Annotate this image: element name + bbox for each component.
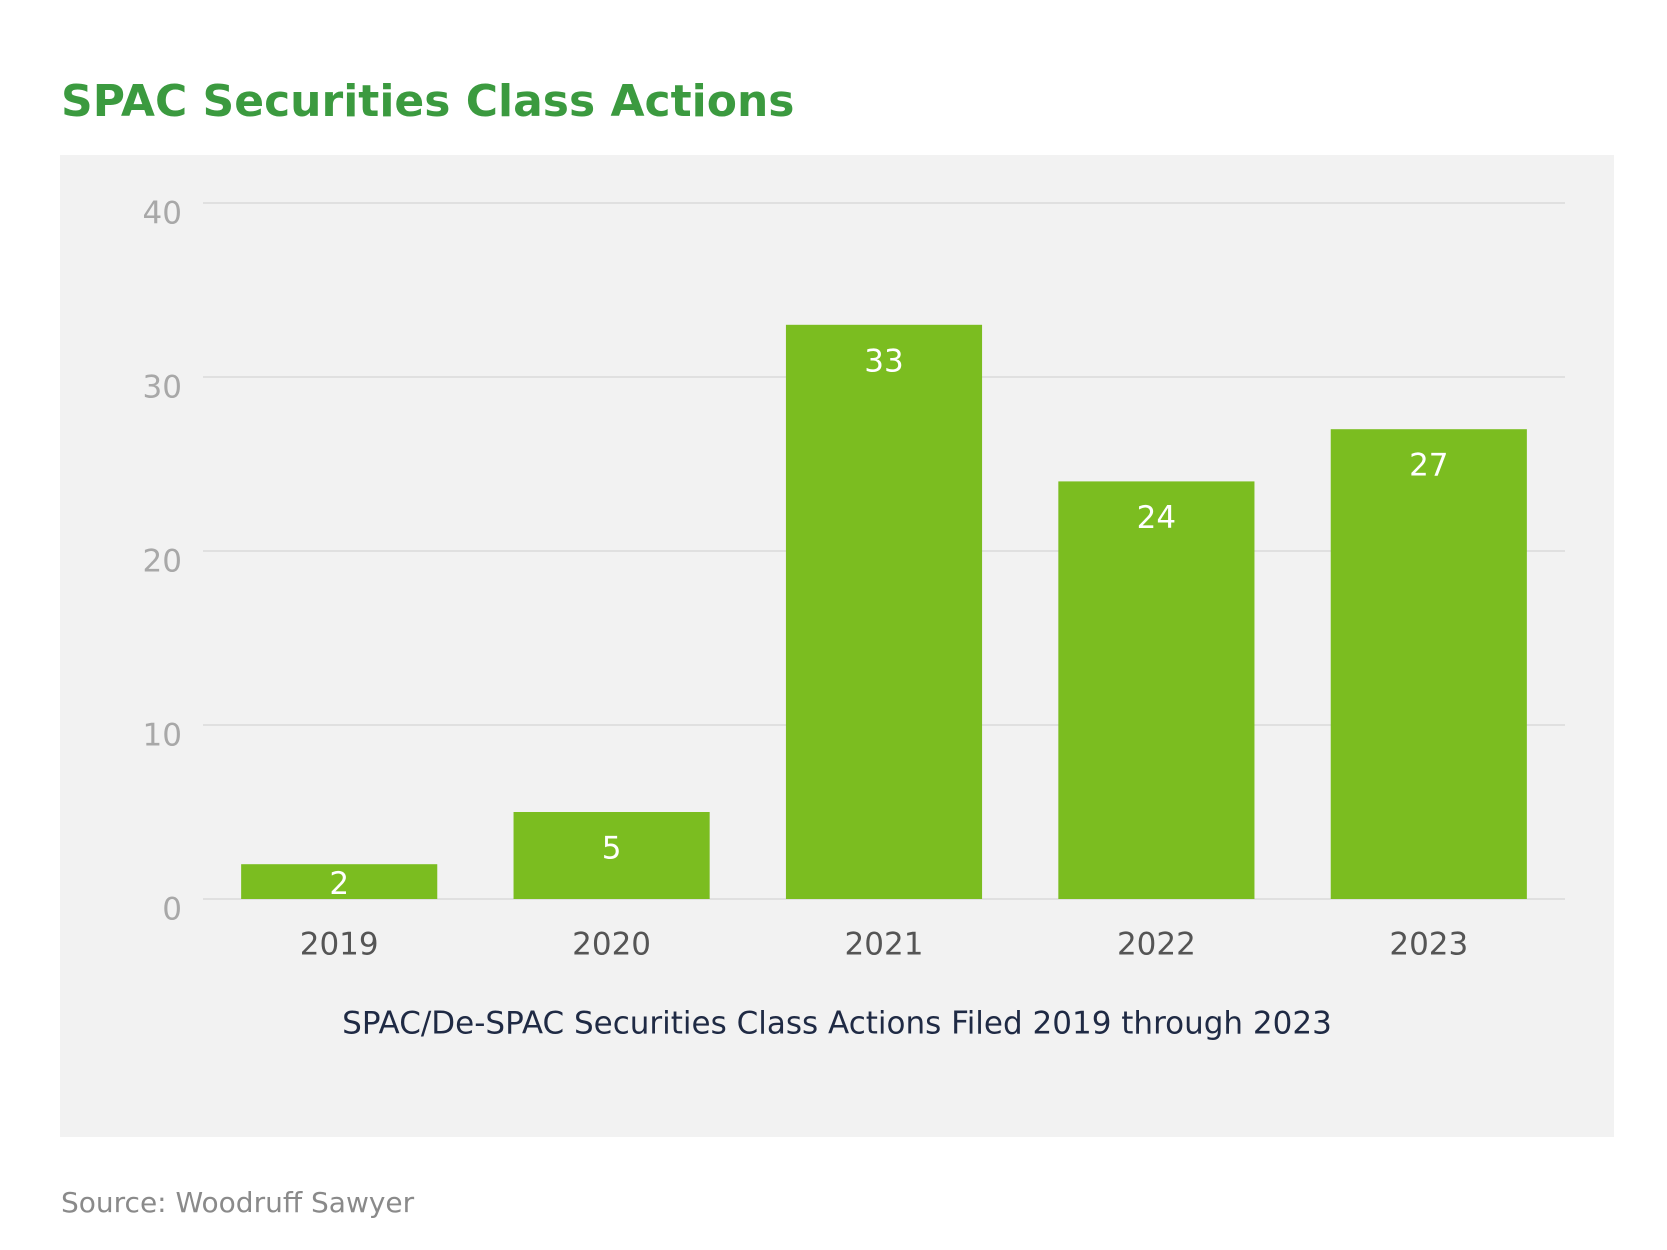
y-tick-label: 20 bbox=[143, 544, 182, 580]
value-label: 2 bbox=[329, 866, 349, 902]
source: Source: Woodruff Sawyer bbox=[61, 1186, 415, 1219]
x-axis-title: SPAC/De-SPAC Securities Class Actions Fi… bbox=[342, 1006, 1332, 1042]
y-tick-label: 30 bbox=[143, 370, 182, 406]
x-tick-label: 2022 bbox=[1117, 927, 1196, 963]
chart-title: SPAC Securities Class Actions bbox=[61, 76, 795, 127]
bar bbox=[1330, 429, 1527, 899]
x-tick-label: 2023 bbox=[1389, 927, 1468, 963]
value-label: 24 bbox=[1137, 500, 1176, 536]
value-label: 5 bbox=[602, 831, 622, 867]
y-tick-label: 10 bbox=[143, 718, 182, 754]
bar bbox=[1058, 481, 1255, 899]
value-label: 27 bbox=[1409, 448, 1448, 484]
y-tick-label: 0 bbox=[162, 892, 182, 928]
bar bbox=[785, 324, 983, 899]
bar bbox=[513, 812, 710, 899]
y-tick-label: 40 bbox=[143, 196, 182, 232]
x-tick-label: 2019 bbox=[300, 927, 379, 963]
bar bbox=[241, 864, 438, 899]
value-label: 33 bbox=[864, 343, 903, 379]
x-tick-label: 2020 bbox=[572, 927, 651, 963]
x-tick-label: 2021 bbox=[845, 927, 924, 963]
